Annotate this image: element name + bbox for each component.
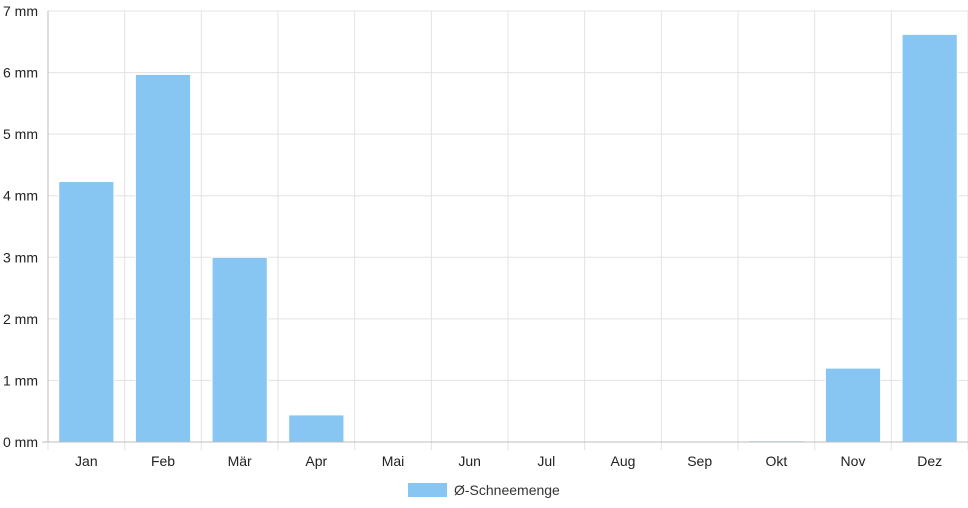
y-tick-label: 7 mm xyxy=(3,3,38,19)
x-tick-label: Sep xyxy=(687,453,712,469)
grid-lines xyxy=(47,10,968,443)
bar-nov[interactable] xyxy=(824,367,882,443)
x-tick-label: Nov xyxy=(841,453,866,469)
bar-mär[interactable] xyxy=(211,256,268,443)
bar-dez[interactable] xyxy=(901,33,958,443)
legend-swatch xyxy=(408,483,447,497)
y-tick-label: 3 mm xyxy=(3,249,38,265)
legend-label: Ø-Schneemenge xyxy=(454,482,560,498)
y-tick-label: 1 mm xyxy=(3,372,38,388)
y-tick-labels: 0 mm 1 mm 2 mm 3 mm 4 mm 5 mm 6 mm 7 mm xyxy=(3,3,38,450)
x-tick-label: Mär xyxy=(228,453,252,469)
x-tick-label: Jun xyxy=(458,453,481,469)
x-tick-label: Dez xyxy=(917,453,942,469)
y-tick-label: 4 mm xyxy=(3,188,38,204)
axes xyxy=(42,11,968,450)
x-tick-label: Jul xyxy=(537,453,555,469)
y-tick-label: 6 mm xyxy=(3,65,38,81)
y-tick-label: 5 mm xyxy=(3,126,38,142)
bar-feb[interactable] xyxy=(134,73,192,443)
legend[interactable]: Ø-Schneemenge xyxy=(408,482,560,498)
y-tick-label: 2 mm xyxy=(3,311,38,327)
bar-jan[interactable] xyxy=(58,181,115,443)
x-tick-label: Apr xyxy=(305,453,327,469)
x-tick-label: Mai xyxy=(382,453,405,469)
bar-apr[interactable] xyxy=(288,414,345,443)
x-tick-label: Aug xyxy=(611,453,636,469)
x-tick-labels: Jan Feb Mär Apr Mai Jun Jul Aug Sep Okt Nov Dez xyxy=(75,453,942,469)
y-tick-label: 0 mm xyxy=(3,434,38,450)
x-tick-label: Feb xyxy=(151,453,175,469)
x-tick-label: Jan xyxy=(75,453,98,469)
bars xyxy=(58,33,958,443)
x-tick-label: Okt xyxy=(765,453,787,469)
